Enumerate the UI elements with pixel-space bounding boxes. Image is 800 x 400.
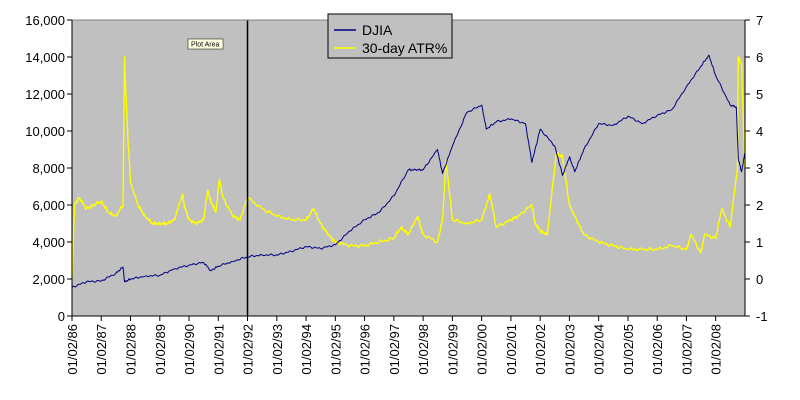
x-tick-label: 01/02/03 <box>562 324 577 375</box>
y-left-tick-label: 8,000 <box>32 161 65 176</box>
x-tick-label: 01/02/04 <box>592 324 607 375</box>
y-left-tick-label: 10,000 <box>25 124 65 139</box>
x-tick-label: 01/02/90 <box>182 324 197 375</box>
y-right-tick-label: 1 <box>756 235 763 250</box>
y-right-tick-label: 0 <box>756 272 763 287</box>
x-tick-label: 01/02/86 <box>65 324 80 375</box>
y-left-tick-label: 6,000 <box>32 198 65 213</box>
y-right-tick-label: 2 <box>756 198 763 213</box>
x-tick-label: 01/02/88 <box>123 324 138 375</box>
x-tick-label: 01/02/94 <box>299 324 314 375</box>
y-right-tick-label: 6 <box>756 50 763 65</box>
y-left-tick-label: 16,000 <box>25 13 65 28</box>
x-tick-label: 01/02/07 <box>679 324 694 375</box>
x-tick-label: 01/02/91 <box>211 324 226 375</box>
x-tick-label: 01/02/06 <box>650 324 665 375</box>
x-tick-label: 01/02/08 <box>709 324 724 375</box>
x-tick-label: 01/02/92 <box>241 324 256 375</box>
x-tick-label: 01/02/05 <box>621 324 636 375</box>
x-tick-label: 01/02/99 <box>445 324 460 375</box>
x-tick-label: 01/02/89 <box>153 324 168 375</box>
x-tick-label: 01/02/00 <box>475 324 490 375</box>
y-left-tick-label: 0 <box>58 309 65 324</box>
y-right-tick-label: 5 <box>756 87 763 102</box>
legend[interactable]: DJIA 30-day ATR% <box>327 13 453 59</box>
x-tick-label: 01/02/97 <box>387 324 402 375</box>
x-tick-label: 01/02/96 <box>358 324 373 375</box>
x-tick-label: 01/02/87 <box>94 324 109 375</box>
plot-area-tooltip: Plot Area <box>187 38 224 50</box>
y-left-tick-label: 2,000 <box>32 272 65 287</box>
y-right-tick-label: 3 <box>756 161 763 176</box>
y-right-tick-label: 4 <box>756 124 763 139</box>
y-left-tick-label: 12,000 <box>25 87 65 102</box>
x-tick-label: 01/02/93 <box>270 324 285 375</box>
y-right-tick-label: 7 <box>756 13 763 28</box>
y-left-tick-label: 4,000 <box>32 235 65 250</box>
series-line-djia[interactable] <box>71 54 746 288</box>
y-right-tick-label: -1 <box>756 309 768 324</box>
legend-label-atr: 30-day ATR% <box>362 40 447 56</box>
x-tick-label: 01/02/98 <box>416 324 431 375</box>
x-tick-label: 01/02/01 <box>504 324 519 375</box>
legend-label-djia: DJIA <box>362 22 393 38</box>
plot-area-tooltip-text: Plot Area <box>191 42 220 49</box>
y-left-tick-label: 14,000 <box>25 50 65 65</box>
x-tick-label: 01/02/95 <box>328 324 343 375</box>
x-tick-label: 01/02/02 <box>533 324 548 375</box>
series-line-atr[interactable] <box>71 56 746 280</box>
